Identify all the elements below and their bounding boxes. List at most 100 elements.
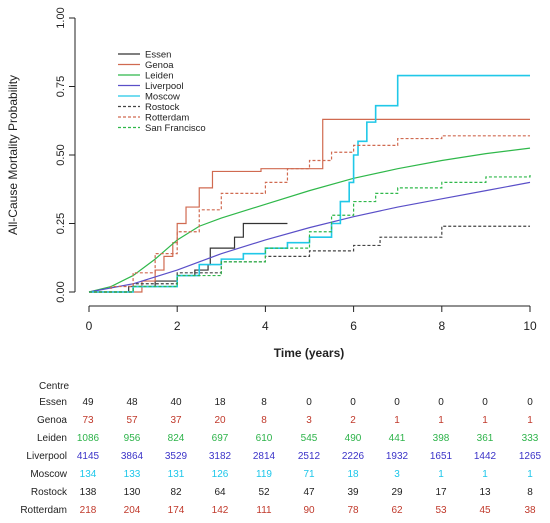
risk-table-cell: 697: [212, 433, 229, 444]
risk-table-cell: 490: [345, 433, 362, 444]
y-tick-label: 1.00: [55, 7, 67, 28]
legend-label: Essen: [145, 50, 171, 61]
risk-table-cell: 78: [347, 505, 359, 516]
risk-table-cell: 131: [168, 469, 185, 480]
risk-table-cell: 134: [80, 469, 97, 480]
risk-table-cell: 1442: [474, 451, 497, 462]
series-line-san-francisco: [89, 174, 531, 293]
survival-curves: [88, 74, 531, 293]
risk-table-cell: 1265: [519, 451, 542, 462]
risk-table-cell: 18: [347, 469, 359, 480]
risk-table-cell: 0: [306, 397, 312, 408]
risk-table-centre: Essen: [39, 397, 67, 408]
risk-table-cell: 82: [170, 487, 182, 498]
y-tick-label: 0.25: [55, 213, 67, 234]
risk-table-centre: Leiden: [37, 433, 67, 444]
risk-table-cell: 1: [438, 415, 444, 426]
risk-table-cell: 8: [261, 397, 267, 408]
risk-table-cell: 1: [438, 469, 444, 480]
risk-table-cell: 3: [306, 415, 312, 426]
risk-table-cell: 4145: [77, 451, 100, 462]
risk-table-cell: 64: [214, 487, 226, 498]
risk-table-header: Centre: [39, 381, 69, 392]
risk-table-cell: 2: [350, 415, 356, 426]
risk-table-cell: 3182: [209, 451, 232, 462]
risk-table-cell: 90: [303, 505, 315, 516]
risk-table-cell: 29: [391, 487, 403, 498]
series-line-genoa: [89, 118, 530, 293]
risk-table-cell: 361: [477, 433, 494, 444]
risk-table-cell: 1932: [386, 451, 409, 462]
risk-table-cell: 0: [350, 397, 356, 408]
risk-table-cell: 441: [389, 433, 406, 444]
risk-table-cell: 3: [394, 469, 400, 480]
risk-table-cell: 53: [435, 505, 447, 516]
y-tick-label: 0.50: [55, 144, 67, 165]
legend-label: Liverpool: [145, 81, 184, 92]
risk-table-cell: 1: [527, 415, 533, 426]
risk-table-cell: 45: [479, 505, 491, 516]
y-tick-label: 0.00: [55, 281, 67, 302]
risk-table-cell: 204: [124, 505, 141, 516]
risk-table-cell: 52: [258, 487, 270, 498]
risk-table-cell: 1: [394, 415, 400, 426]
x-tick-label: 4: [262, 319, 269, 333]
legend-label: Leiden: [145, 71, 174, 82]
risk-table-cell: 47: [303, 487, 315, 498]
risk-table-cell: 18: [214, 397, 226, 408]
risk-table-cell: 130: [124, 487, 141, 498]
risk-table-cell: 8: [261, 415, 267, 426]
x-axis-label: Time (years): [274, 346, 344, 360]
risk-table-cell: 1: [482, 415, 488, 426]
risk-table-cell: 0: [482, 397, 488, 408]
risk-table-cell: 0: [394, 397, 400, 408]
risk-table-cell: 37: [170, 415, 182, 426]
series-line-moscow: [89, 74, 530, 293]
risk-table-cell: 1086: [77, 433, 100, 444]
risk-table-cell: 3529: [165, 451, 188, 462]
risk-table-cell: 2226: [342, 451, 365, 462]
axes: 0.00 0.25 0.50 0.75 1.00 0 2 4 6 8 10: [55, 7, 537, 333]
x-tick-label: 10: [523, 319, 537, 333]
risk-table-cell: 71: [303, 469, 315, 480]
risk-table-cell: 1: [527, 469, 533, 480]
x-tick-label: 2: [174, 319, 181, 333]
legend-label: San Francisco: [145, 123, 206, 134]
risk-table-cell: 138: [80, 487, 97, 498]
risk-table-cell: 398: [433, 433, 450, 444]
risk-table-cell: 20: [214, 415, 226, 426]
risk-table-cell: 333: [522, 433, 539, 444]
y-axis-label: All-Cause Mortality Probability: [6, 75, 20, 235]
risk-table-centre: Moscow: [30, 469, 67, 480]
x-tick-label: 6: [350, 319, 357, 333]
risk-table-cell: 142: [212, 505, 229, 516]
risk-table-centre: Rotterdam: [20, 505, 67, 516]
risk-table-cell: 38: [524, 505, 536, 516]
legend-label: Moscow: [145, 92, 180, 103]
risk-table-cell: 610: [256, 433, 273, 444]
risk-table-cell: 824: [168, 433, 185, 444]
risk-table-cell: 13: [479, 487, 491, 498]
risk-table-cell: 545: [301, 433, 318, 444]
risk-table-cell: 133: [124, 469, 141, 480]
risk-table-cell: 57: [126, 415, 138, 426]
risk-table-cell: 111: [256, 505, 272, 516]
risk-table-cell: 119: [256, 469, 272, 480]
risk-table-cell: 8: [527, 487, 533, 498]
series-line-liverpool: [88, 181, 531, 293]
legend-label: Rotterdam: [145, 113, 189, 124]
risk-table-cell: 2512: [298, 451, 321, 462]
risk-table-cell: 62: [391, 505, 403, 516]
risk-table-cell: 49: [82, 397, 94, 408]
legend: EssenGenoaLeidenLiverpoolMoscowRostockRo…: [118, 50, 206, 134]
risk-table-cell: 3864: [121, 451, 144, 462]
risk-table-cell: 0: [438, 397, 444, 408]
risk-table-cell: 218: [80, 505, 97, 516]
risk-table-cell: 126: [212, 469, 229, 480]
risk-table-cell: 956: [124, 433, 141, 444]
risk-table-cell: 1: [482, 469, 488, 480]
risk-table-cell: 17: [435, 487, 447, 498]
risk-table-centre: Rostock: [31, 487, 68, 498]
